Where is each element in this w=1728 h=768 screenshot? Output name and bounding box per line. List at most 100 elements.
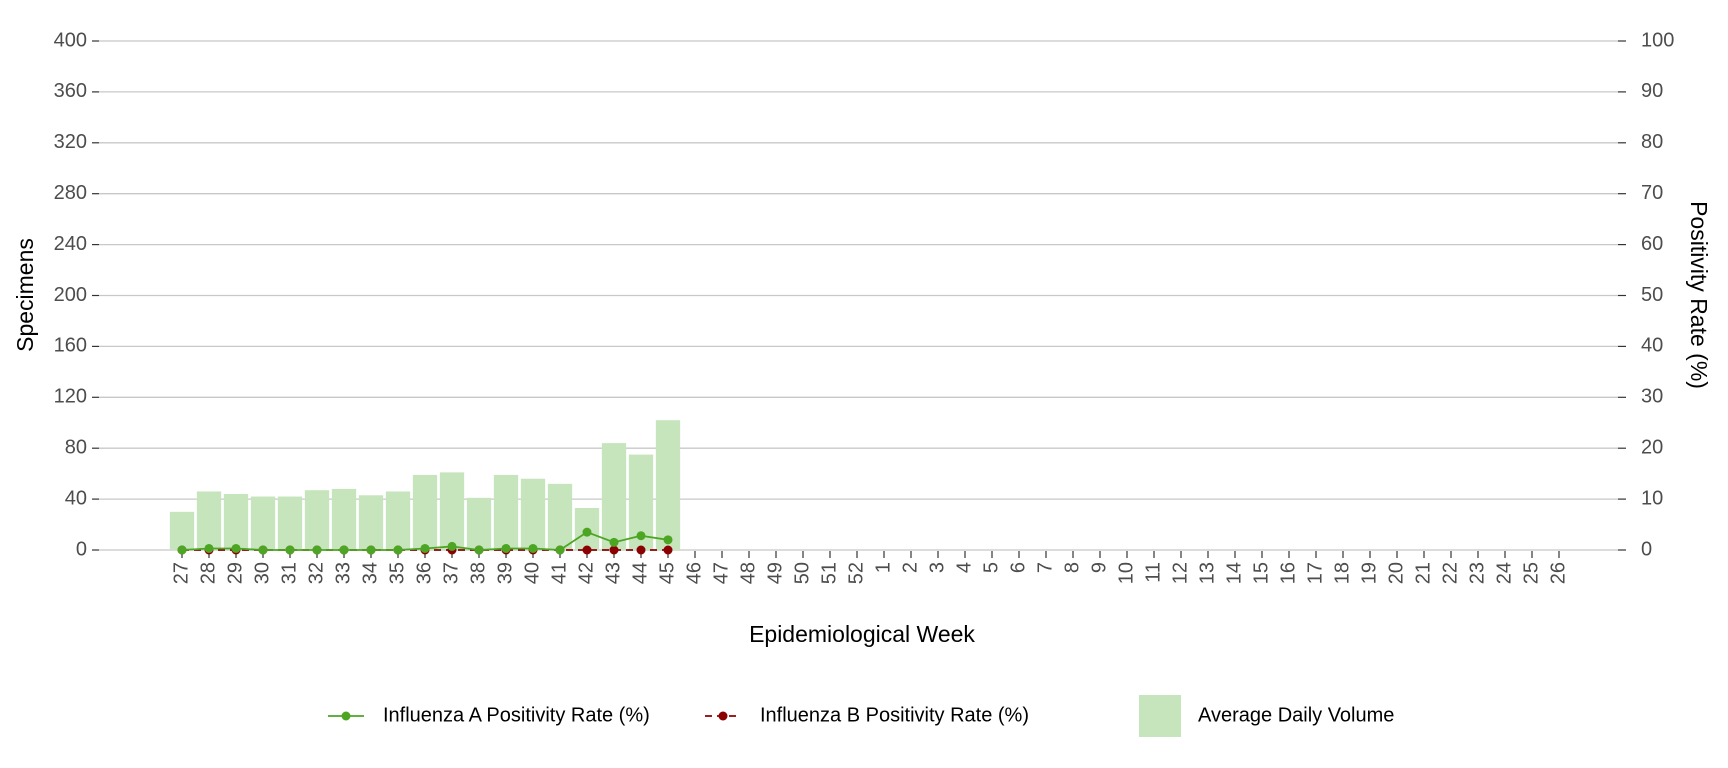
x-tick-label: 44	[629, 562, 651, 584]
y-tick-label: 120	[54, 386, 87, 408]
x-tick-label: 49	[764, 562, 786, 584]
bar	[412, 474, 438, 550]
bar	[520, 478, 546, 550]
point	[393, 545, 403, 555]
x-tick-label: 5	[980, 562, 1002, 573]
y-tick-label: 80	[65, 436, 87, 458]
point	[420, 543, 430, 553]
legend-point	[341, 711, 351, 721]
x-tick-label: 17	[1304, 562, 1326, 584]
point	[204, 543, 214, 553]
bar	[304, 490, 330, 550]
y-tick-label: 40	[65, 487, 87, 509]
point	[663, 535, 673, 545]
x-tick-label: 32	[305, 562, 327, 584]
x-tick-label: 13	[1196, 562, 1218, 584]
point	[177, 545, 187, 555]
x-tick-label: 31	[278, 562, 300, 584]
bar	[493, 474, 519, 550]
y2-tick-label: 50	[1641, 284, 1663, 306]
point	[474, 545, 484, 555]
y2-tick-label: 20	[1641, 436, 1663, 458]
legend-label: Influenza B Positivity Rate (%)	[760, 704, 1029, 726]
x-tick-label: 6	[1007, 562, 1029, 573]
point	[555, 545, 565, 555]
x-tick-label: 30	[251, 562, 273, 584]
x-tick-label: 41	[548, 562, 570, 584]
y2-tick-label: 80	[1641, 131, 1663, 153]
bar	[439, 472, 465, 550]
point	[258, 545, 268, 555]
y-tick-label: 360	[54, 80, 87, 102]
x-tick-label: 2	[899, 562, 921, 573]
x-tick-label: 8	[1061, 562, 1083, 573]
y-tick-label: 400	[54, 29, 87, 51]
legend-label: Average Daily Volume	[1198, 704, 1394, 726]
legend-swatch	[1139, 695, 1181, 737]
x-tick-label: 43	[602, 562, 624, 584]
y2-tick-label: 100	[1641, 29, 1674, 51]
bar	[277, 496, 303, 550]
x-tick-label: 29	[224, 562, 246, 584]
y2-tick-label: 40	[1641, 335, 1663, 357]
point	[663, 545, 673, 555]
x-tick-label: 7	[1034, 562, 1056, 573]
x-tick-label: 9	[1088, 562, 1110, 573]
legend-point	[718, 711, 728, 721]
x-tick-label: 42	[575, 562, 597, 584]
bar	[385, 491, 411, 550]
y2-tick-label: 90	[1641, 80, 1663, 102]
y-tick-label: 240	[54, 233, 87, 255]
x-tick-label: 50	[791, 562, 813, 584]
x-tick-label: 38	[467, 562, 489, 584]
point	[285, 545, 295, 555]
x-tick-label: 18	[1331, 562, 1353, 584]
x-tick-label: 21	[1412, 562, 1434, 584]
x-tick-label: 3	[926, 562, 948, 573]
x-tick-label: 35	[386, 562, 408, 584]
x-tick-label: 52	[845, 562, 867, 584]
point	[366, 545, 376, 555]
x-tick-label: 46	[683, 562, 705, 584]
y-tick-label: 0	[76, 538, 87, 560]
y-tick-label: 160	[54, 335, 87, 357]
x-tick-label: 11	[1142, 562, 1164, 583]
y2-tick-label: 60	[1641, 233, 1663, 255]
point	[582, 527, 592, 537]
x-tick-label: 14	[1223, 562, 1245, 584]
x-tick-label: 24	[1493, 562, 1515, 584]
point	[582, 545, 592, 555]
point	[636, 545, 646, 555]
x-tick-label: 48	[737, 562, 759, 584]
x-tick-label: 33	[332, 562, 354, 584]
y2-axis-title: Positivity Rate (%)	[1686, 201, 1712, 389]
x-tick-label: 16	[1277, 562, 1299, 584]
x-tick-label: 39	[494, 562, 516, 584]
y2-tick-label: 0	[1641, 538, 1652, 560]
bar	[601, 443, 627, 550]
x-tick-label: 22	[1439, 562, 1461, 584]
point	[339, 545, 349, 555]
bar	[196, 491, 222, 550]
x-tick-label: 36	[413, 562, 435, 584]
x-tick-label: 47	[710, 562, 732, 584]
point	[528, 543, 538, 553]
bar	[358, 495, 384, 550]
legend-label: Influenza A Positivity Rate (%)	[383, 704, 650, 726]
y-axis-title: Specimens	[12, 238, 38, 352]
bar	[655, 420, 681, 550]
x-tick-label: 12	[1169, 562, 1191, 584]
x-tick-label: 15	[1250, 562, 1272, 584]
x-tick-label: 19	[1358, 562, 1380, 584]
y2-tick-label: 30	[1641, 386, 1663, 408]
bar	[331, 488, 357, 550]
x-tick-label: 40	[521, 562, 543, 584]
x-axis-title: Epidemiological Week	[749, 621, 975, 647]
y2-tick-label: 10	[1641, 487, 1663, 509]
point	[312, 545, 322, 555]
y-tick-label: 200	[54, 284, 87, 306]
bar	[466, 497, 492, 550]
x-tick-label: 51	[818, 562, 840, 584]
bar	[250, 496, 276, 550]
